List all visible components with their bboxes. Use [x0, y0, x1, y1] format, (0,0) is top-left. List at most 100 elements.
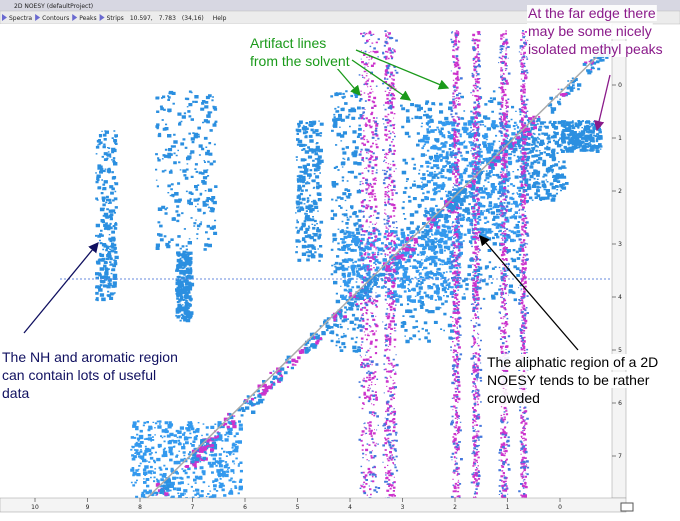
title-bar — [0, 0, 680, 11]
y-tick-label: 6 — [618, 400, 622, 407]
peak-cluster — [272, 367, 288, 382]
menu-item[interactable]: Strips — [107, 15, 124, 22]
x-axis — [0, 497, 627, 513]
peak-cluster — [471, 172, 482, 185]
peak-cluster — [549, 95, 562, 106]
peak-cluster — [450, 31, 463, 499]
annotation-text: may be some nicely — [528, 23, 652, 39]
y-tick-label: 0 — [618, 82, 622, 89]
peak-cluster — [155, 90, 218, 251]
peak-cluster — [582, 62, 593, 75]
menu-arrow — [72, 14, 78, 21]
peak-cluster — [520, 120, 569, 203]
peak-cluster — [547, 103, 557, 114]
annotation-text: crowded — [487, 390, 540, 406]
x-tick-label: 6 — [243, 504, 247, 511]
annotation-arrow — [23, 241, 99, 334]
peak-cluster — [184, 459, 199, 468]
peak-cluster — [489, 154, 502, 163]
annotation-arrow — [479, 235, 579, 351]
peak-cluster — [398, 244, 413, 258]
y-tick-label: 4 — [618, 294, 622, 301]
annotation-text: The NH and aromatic region — [2, 349, 178, 365]
help-menu[interactable]: Help — [213, 15, 227, 22]
menu-arrow — [35, 14, 41, 21]
cursor-coord: 7.783 — [159, 15, 176, 22]
annotation-text: At the far edge there — [528, 5, 656, 21]
annotation-arrow — [594, 74, 611, 132]
spectrum-area — [0, 24, 612, 498]
menu-item[interactable]: Contours — [42, 15, 69, 22]
peak-cluster — [285, 355, 294, 370]
peak-cluster — [477, 171, 492, 178]
peak-cluster — [330, 90, 364, 353]
peak-cluster — [495, 149, 508, 160]
annotation-bg — [1, 385, 31, 401]
peak-cluster — [560, 120, 603, 153]
peak-cluster — [526, 117, 541, 131]
peak-cluster — [442, 199, 455, 211]
peak-cluster — [421, 220, 436, 234]
x-tick-label: 8 — [138, 504, 142, 511]
x-tick-label: 7 — [191, 504, 195, 511]
x-tick-label: 5 — [296, 504, 300, 511]
peak-cluster — [482, 160, 495, 172]
peak-cluster — [430, 214, 444, 224]
peak-cluster — [428, 218, 441, 230]
peak-cluster — [361, 280, 373, 294]
peak-cluster — [237, 406, 250, 417]
annotation-bg — [249, 53, 351, 69]
peak-cluster — [369, 273, 382, 286]
peak-cluster — [504, 139, 518, 152]
peak-cluster — [466, 179, 476, 188]
peak-cluster — [162, 486, 170, 497]
x-tick-label: 2 — [453, 504, 457, 511]
menu-item[interactable]: Peaks — [79, 15, 96, 22]
menu-item[interactable]: Spectra — [9, 15, 32, 22]
y-tick-label: 1 — [618, 135, 622, 142]
y-axis — [611, 23, 627, 499]
annotation-bg — [486, 372, 651, 388]
peak-cluster — [405, 236, 418, 251]
peak-cluster — [521, 123, 533, 136]
peak-cluster — [584, 59, 594, 71]
peak-cluster — [460, 90, 524, 302]
peak-cluster — [227, 412, 236, 425]
x-tick-label: 3 — [401, 504, 405, 511]
peak-cluster — [394, 247, 406, 261]
x-tick-label: 1 — [506, 504, 510, 511]
annotation-bg — [486, 354, 660, 370]
annotation-bg — [1, 367, 158, 383]
x-tick-label: 10 — [31, 504, 39, 511]
annotation-text: can contain lots of useful — [2, 367, 156, 383]
peak-cluster — [447, 196, 460, 210]
x-tick-label: 4 — [348, 504, 352, 511]
y-tick-label: 7 — [618, 453, 622, 460]
annotation-bg — [249, 35, 328, 51]
peak-cluster — [295, 120, 324, 262]
peak-cluster — [416, 225, 430, 240]
x-tick-label: 9 — [86, 504, 90, 511]
annotation-text: data — [2, 385, 29, 401]
peak-cluster — [362, 277, 377, 288]
y-tick-label: 3 — [618, 241, 622, 248]
peak-cluster — [452, 30, 461, 500]
corner-icon[interactable] — [620, 502, 634, 512]
y-tick-label: 5 — [618, 347, 622, 354]
peak-cluster — [191, 449, 204, 461]
peak-cluster — [189, 451, 200, 464]
peak-cluster — [472, 31, 481, 499]
peak-cluster — [304, 345, 313, 354]
peak-cluster — [366, 276, 380, 287]
peak-cluster — [332, 311, 347, 322]
peak-cluster — [130, 420, 243, 503]
peak-cluster — [243, 400, 256, 414]
peak-cluster — [297, 347, 306, 360]
peak-cluster — [400, 100, 455, 344]
annotation-bg — [486, 390, 541, 406]
annotation-text: NOESY tends to be rather — [487, 372, 650, 388]
annotation-arrow — [351, 59, 412, 101]
window-title: 2D NOESY (defaultProject) — [14, 3, 93, 10]
